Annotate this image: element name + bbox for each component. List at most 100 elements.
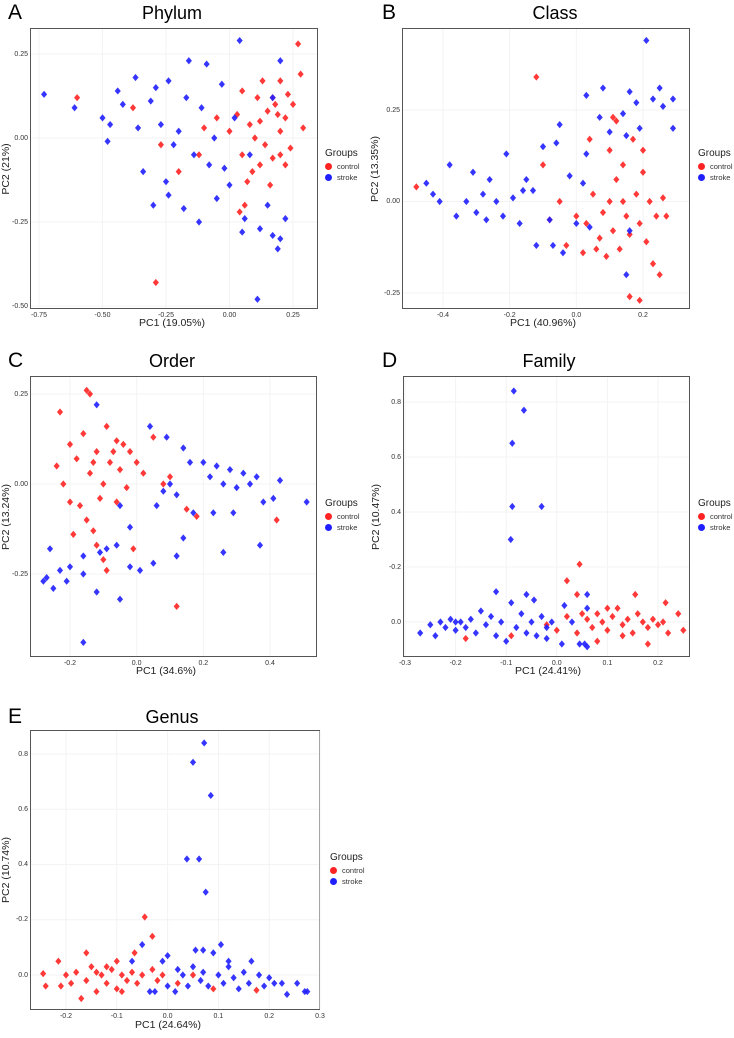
point-stroke — [516, 219, 523, 228]
point-stroke — [103, 545, 110, 553]
point-stroke — [619, 110, 627, 118]
point-control — [140, 469, 147, 477]
point-control — [116, 466, 124, 474]
point-control — [643, 238, 650, 246]
point-control — [213, 114, 220, 122]
x-axis-label: PC1 (24.41%) — [515, 665, 581, 677]
point-stroke — [509, 194, 517, 202]
legend-label: stroke — [342, 877, 363, 886]
point-stroke — [217, 941, 224, 949]
point-stroke — [239, 228, 246, 236]
point-stroke — [107, 120, 114, 129]
point-stroke — [558, 640, 565, 648]
y-tick-label: 0.0 — [391, 618, 401, 626]
point-control — [68, 979, 75, 987]
point-control — [149, 932, 156, 940]
y-tick-label: 0.4 — [18, 861, 28, 868]
point-stroke — [254, 295, 261, 303]
legend-label: control — [337, 512, 360, 521]
point-control — [55, 957, 62, 965]
point-control — [83, 516, 90, 524]
plot-panel — [30, 376, 317, 657]
point-stroke — [548, 618, 555, 626]
point-control — [639, 168, 647, 176]
point-stroke — [656, 84, 663, 92]
point-stroke — [165, 191, 172, 199]
x-axis-label: PC1 (34.6%) — [135, 665, 197, 677]
point-control — [609, 113, 617, 121]
point-control — [108, 965, 115, 974]
point-control — [573, 212, 580, 220]
point-stroke — [174, 965, 181, 974]
legend-label: control — [710, 162, 733, 171]
point-control — [287, 144, 294, 152]
point-stroke — [146, 422, 154, 430]
point-stroke — [240, 968, 247, 976]
point-stroke — [225, 957, 232, 965]
point-stroke — [520, 406, 527, 414]
x-tick-label: -0.2 — [63, 660, 77, 667]
point-stroke — [482, 621, 490, 629]
point-control — [149, 965, 156, 974]
legend: Groups control stroke — [325, 498, 360, 533]
point-control — [249, 168, 256, 176]
point-stroke — [486, 175, 493, 184]
legend-label: control — [337, 162, 360, 171]
x-tick-label: -0.4 — [436, 312, 450, 319]
point-control — [88, 963, 95, 971]
legend-item-stroke: stroke — [325, 522, 360, 533]
point-control — [462, 634, 469, 643]
point-control — [123, 976, 131, 985]
legend-swatch-control — [330, 867, 337, 874]
legend-swatch-control — [698, 513, 705, 520]
point-stroke — [151, 987, 158, 996]
point-stroke — [649, 95, 657, 103]
point-stroke — [584, 643, 591, 651]
point-stroke — [231, 114, 238, 122]
point-stroke — [539, 143, 547, 151]
y-tick-label: 0.25 — [14, 390, 28, 398]
x-tick-label: 0.00 — [222, 312, 237, 319]
legend-label: stroke — [337, 523, 358, 532]
point-control — [56, 408, 64, 416]
point-stroke — [213, 194, 220, 203]
legend-label: control — [710, 512, 733, 521]
point-control — [103, 979, 110, 987]
point-stroke — [184, 982, 191, 990]
point-control — [573, 590, 581, 599]
point-control — [632, 590, 639, 599]
point-stroke — [220, 480, 227, 488]
point-control — [73, 455, 80, 463]
point-control — [110, 448, 117, 456]
point-stroke — [559, 249, 567, 257]
point-control — [300, 124, 307, 132]
point-control — [634, 610, 641, 618]
point-stroke — [568, 618, 576, 626]
x-tick-label: -0.1 — [110, 1013, 123, 1020]
point-stroke — [510, 387, 517, 395]
point-control — [100, 480, 107, 488]
point-stroke — [205, 982, 212, 990]
y-tick-label: -0.25 — [12, 218, 28, 226]
point-control — [193, 512, 200, 520]
x-tick-label: 0.2 — [638, 312, 648, 319]
point-control — [553, 626, 560, 634]
point-control — [106, 458, 114, 466]
legend-item-stroke: stroke — [698, 522, 733, 533]
point-control — [629, 629, 636, 637]
point-stroke — [160, 487, 167, 495]
point-stroke — [207, 791, 214, 800]
point-stroke — [96, 548, 104, 556]
point-stroke — [509, 439, 516, 447]
point-stroke — [533, 241, 540, 250]
point-stroke — [128, 957, 136, 965]
point-stroke — [583, 150, 590, 158]
point-stroke — [452, 618, 459, 626]
point-stroke — [586, 223, 593, 231]
point-stroke — [218, 80, 225, 88]
point-control — [83, 386, 90, 394]
point-stroke — [429, 190, 437, 198]
point-stroke — [509, 502, 516, 511]
point-control — [129, 104, 137, 112]
point-stroke — [472, 629, 479, 637]
